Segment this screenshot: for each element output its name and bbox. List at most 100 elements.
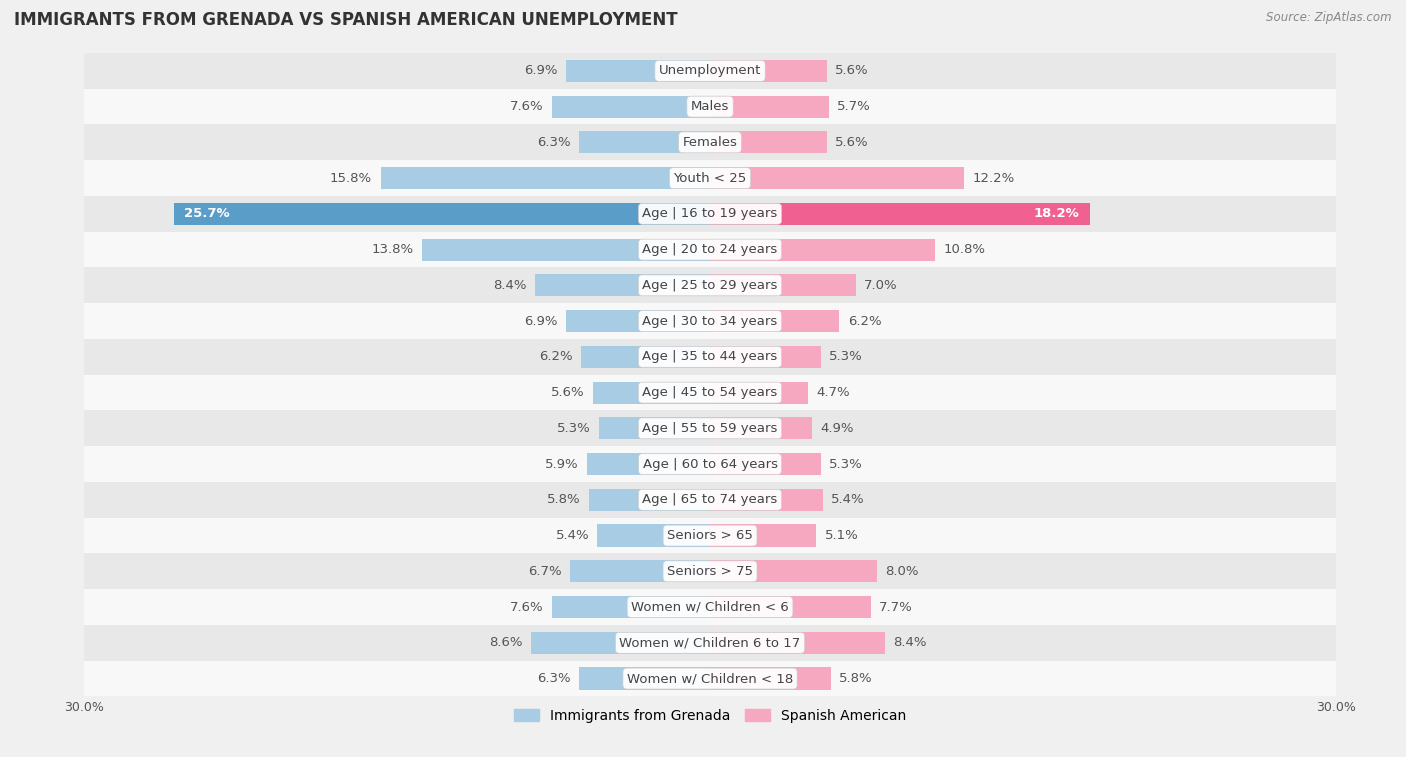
Text: 10.8%: 10.8% [943,243,986,256]
Bar [593,382,710,403]
Text: 6.7%: 6.7% [529,565,562,578]
Text: Age | 65 to 74 years: Age | 65 to 74 years [643,494,778,506]
Text: Age | 25 to 29 years: Age | 25 to 29 years [643,279,778,292]
Text: Seniors > 75: Seniors > 75 [666,565,754,578]
Bar [710,632,886,654]
Text: Unemployment: Unemployment [659,64,761,77]
Bar [84,661,1336,696]
Bar [84,625,1336,661]
Text: 5.4%: 5.4% [831,494,865,506]
Bar [84,589,1336,625]
Text: 5.4%: 5.4% [555,529,589,542]
Bar [84,267,1336,304]
Bar [84,160,1336,196]
Text: 15.8%: 15.8% [330,172,373,185]
Text: IMMIGRANTS FROM GRENADA VS SPANISH AMERICAN UNEMPLOYMENT: IMMIGRANTS FROM GRENADA VS SPANISH AMERI… [14,11,678,30]
Bar [710,310,839,332]
Bar [710,95,830,117]
Text: 5.3%: 5.3% [830,350,863,363]
Bar [579,131,710,154]
Legend: Immigrants from Grenada, Spanish American: Immigrants from Grenada, Spanish America… [509,703,911,728]
Text: 5.8%: 5.8% [547,494,581,506]
Bar [586,453,710,475]
Text: 6.3%: 6.3% [537,136,571,149]
Text: Age | 55 to 59 years: Age | 55 to 59 years [643,422,778,435]
Bar [581,346,710,368]
Bar [710,489,823,511]
Bar [84,375,1336,410]
Text: Females: Females [682,136,738,149]
Bar [84,410,1336,446]
Text: 5.7%: 5.7% [837,100,870,113]
Bar [551,596,710,618]
Bar [710,382,808,403]
Bar [589,489,710,511]
Text: 12.2%: 12.2% [973,172,1015,185]
Text: Source: ZipAtlas.com: Source: ZipAtlas.com [1267,11,1392,24]
Bar [710,596,870,618]
Bar [84,339,1336,375]
Text: 7.0%: 7.0% [865,279,898,292]
Bar [710,453,821,475]
Bar [551,95,710,117]
Bar [381,167,710,189]
Text: Age | 20 to 24 years: Age | 20 to 24 years [643,243,778,256]
Text: 7.7%: 7.7% [879,600,912,614]
Text: 6.9%: 6.9% [524,64,558,77]
Text: Women w/ Children 6 to 17: Women w/ Children 6 to 17 [620,637,800,650]
Bar [84,304,1336,339]
Text: Age | 16 to 19 years: Age | 16 to 19 years [643,207,778,220]
Text: 7.6%: 7.6% [509,600,543,614]
Bar [174,203,710,225]
Text: 7.6%: 7.6% [509,100,543,113]
Text: 5.3%: 5.3% [557,422,591,435]
Text: 8.4%: 8.4% [494,279,526,292]
Text: 5.9%: 5.9% [546,457,579,471]
Text: 25.7%: 25.7% [184,207,231,220]
Text: Women w/ Children < 18: Women w/ Children < 18 [627,672,793,685]
Bar [710,346,821,368]
Bar [710,274,856,297]
Bar [599,417,710,439]
Bar [710,203,1090,225]
Bar [534,274,710,297]
Bar [710,60,827,82]
Text: Youth < 25: Youth < 25 [673,172,747,185]
Text: 5.6%: 5.6% [835,136,869,149]
Text: 6.2%: 6.2% [538,350,572,363]
Bar [598,525,710,547]
Bar [84,446,1336,482]
Bar [579,668,710,690]
Text: 4.7%: 4.7% [817,386,851,399]
Bar [710,131,827,154]
Text: 8.4%: 8.4% [894,637,927,650]
Bar [84,553,1336,589]
Text: 5.8%: 5.8% [839,672,873,685]
Bar [571,560,710,582]
Text: 5.3%: 5.3% [830,457,863,471]
Bar [84,53,1336,89]
Bar [710,560,877,582]
Text: Seniors > 65: Seniors > 65 [666,529,754,542]
Bar [84,124,1336,160]
Text: 13.8%: 13.8% [371,243,413,256]
Text: Women w/ Children < 6: Women w/ Children < 6 [631,600,789,614]
Bar [710,525,817,547]
Text: 6.2%: 6.2% [848,315,882,328]
Bar [84,518,1336,553]
Text: Age | 35 to 44 years: Age | 35 to 44 years [643,350,778,363]
Bar [710,167,965,189]
Bar [710,238,935,260]
Text: Age | 45 to 54 years: Age | 45 to 54 years [643,386,778,399]
Text: Age | 60 to 64 years: Age | 60 to 64 years [643,457,778,471]
Bar [567,310,710,332]
Bar [710,417,813,439]
Text: 18.2%: 18.2% [1033,207,1080,220]
Bar [84,89,1336,124]
Text: Age | 30 to 34 years: Age | 30 to 34 years [643,315,778,328]
Bar [84,196,1336,232]
Text: 6.9%: 6.9% [524,315,558,328]
Text: 5.6%: 5.6% [835,64,869,77]
Text: 8.0%: 8.0% [886,565,918,578]
Text: 5.6%: 5.6% [551,386,585,399]
